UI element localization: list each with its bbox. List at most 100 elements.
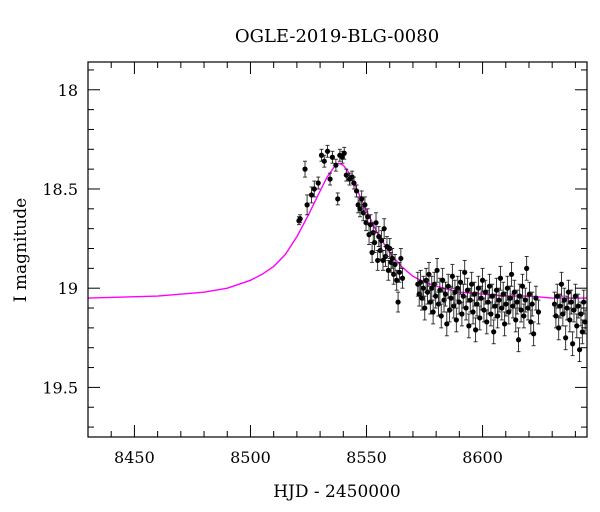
data-marker xyxy=(513,317,519,323)
data-marker xyxy=(304,202,310,208)
data-marker xyxy=(508,271,515,277)
model-curve xyxy=(87,162,587,299)
data-point xyxy=(521,303,527,329)
data-marker xyxy=(372,239,378,246)
data-point xyxy=(445,273,451,299)
data-marker xyxy=(517,293,523,299)
data-marker xyxy=(495,313,501,319)
data-marker xyxy=(564,305,570,311)
data-marker xyxy=(375,257,381,264)
data-point xyxy=(531,321,537,347)
data-marker xyxy=(466,323,472,329)
data-point xyxy=(335,192,341,206)
y-axis-label: I magnitude xyxy=(11,198,31,302)
data-point xyxy=(515,327,522,353)
data-marker xyxy=(452,289,458,295)
data-point xyxy=(442,281,449,307)
data-marker xyxy=(478,295,484,301)
data-marker xyxy=(474,301,480,307)
data-point xyxy=(522,287,528,313)
data-marker xyxy=(339,154,345,160)
data-point xyxy=(463,295,469,321)
data-point xyxy=(426,261,432,287)
data-marker xyxy=(442,291,449,297)
data-marker xyxy=(531,331,537,337)
data-point xyxy=(396,261,403,283)
data-point xyxy=(489,283,495,309)
data-marker xyxy=(434,267,440,273)
data-point xyxy=(535,299,542,325)
data-point xyxy=(497,265,504,291)
data-point xyxy=(499,295,505,321)
data-marker xyxy=(556,325,562,331)
data-marker xyxy=(373,220,379,226)
data-marker xyxy=(560,311,566,317)
data-point xyxy=(503,291,509,317)
data-point xyxy=(491,319,497,345)
data-marker xyxy=(479,277,486,283)
data-marker xyxy=(502,321,508,327)
data-marker xyxy=(378,237,385,244)
data-marker xyxy=(525,305,531,311)
data-point xyxy=(495,303,501,329)
data-marker xyxy=(417,279,424,285)
data-point xyxy=(333,158,339,172)
data-marker xyxy=(389,255,395,262)
data-marker xyxy=(308,192,315,198)
data-point xyxy=(514,289,520,315)
data-marker xyxy=(445,283,451,289)
x-axis-label: HJD - 2450000 xyxy=(273,482,401,502)
data-marker xyxy=(394,277,400,283)
data-marker xyxy=(456,299,462,305)
data-marker xyxy=(570,341,576,347)
data-marker xyxy=(341,150,347,156)
data-marker xyxy=(553,313,559,319)
data-point xyxy=(381,218,387,240)
data-marker xyxy=(567,317,573,323)
data-marker xyxy=(514,299,520,305)
data-point xyxy=(576,337,583,363)
y-tick-label: 19 xyxy=(58,279,78,298)
data-marker xyxy=(504,285,510,291)
data-marker xyxy=(481,307,487,313)
data-point xyxy=(533,285,539,311)
data-marker xyxy=(467,297,473,303)
data-marker xyxy=(444,321,450,327)
data-marker xyxy=(558,281,565,287)
data-marker xyxy=(362,202,368,208)
data-marker xyxy=(503,301,509,307)
data-marker xyxy=(311,186,317,192)
data-marker xyxy=(511,289,517,295)
data-marker xyxy=(482,289,488,295)
data-point xyxy=(567,307,573,333)
data-point xyxy=(508,261,515,287)
data-point xyxy=(488,301,494,327)
data-point xyxy=(341,146,347,160)
data-point xyxy=(385,259,391,281)
data-marker xyxy=(327,176,333,182)
data-marker xyxy=(462,269,468,275)
data-marker xyxy=(449,273,455,279)
data-marker xyxy=(578,311,584,317)
data-marker xyxy=(470,309,476,315)
data-marker xyxy=(574,323,580,329)
data-marker xyxy=(488,311,494,317)
data-marker xyxy=(369,249,375,256)
data-marker xyxy=(437,287,443,293)
x-tick-label: 8450 xyxy=(114,448,155,467)
data-point xyxy=(526,281,533,307)
data-point xyxy=(435,291,442,317)
data-point xyxy=(399,267,406,289)
data-point xyxy=(353,184,360,198)
data-point xyxy=(297,214,303,224)
data-marker xyxy=(497,275,504,281)
data-marker xyxy=(318,152,325,158)
data-point xyxy=(373,212,379,234)
data-point xyxy=(384,236,390,257)
data-marker xyxy=(387,245,393,252)
data-marker xyxy=(477,315,483,321)
data-point xyxy=(324,144,331,158)
data-marker xyxy=(422,305,428,311)
data-marker xyxy=(355,202,361,208)
data-point xyxy=(462,259,468,285)
